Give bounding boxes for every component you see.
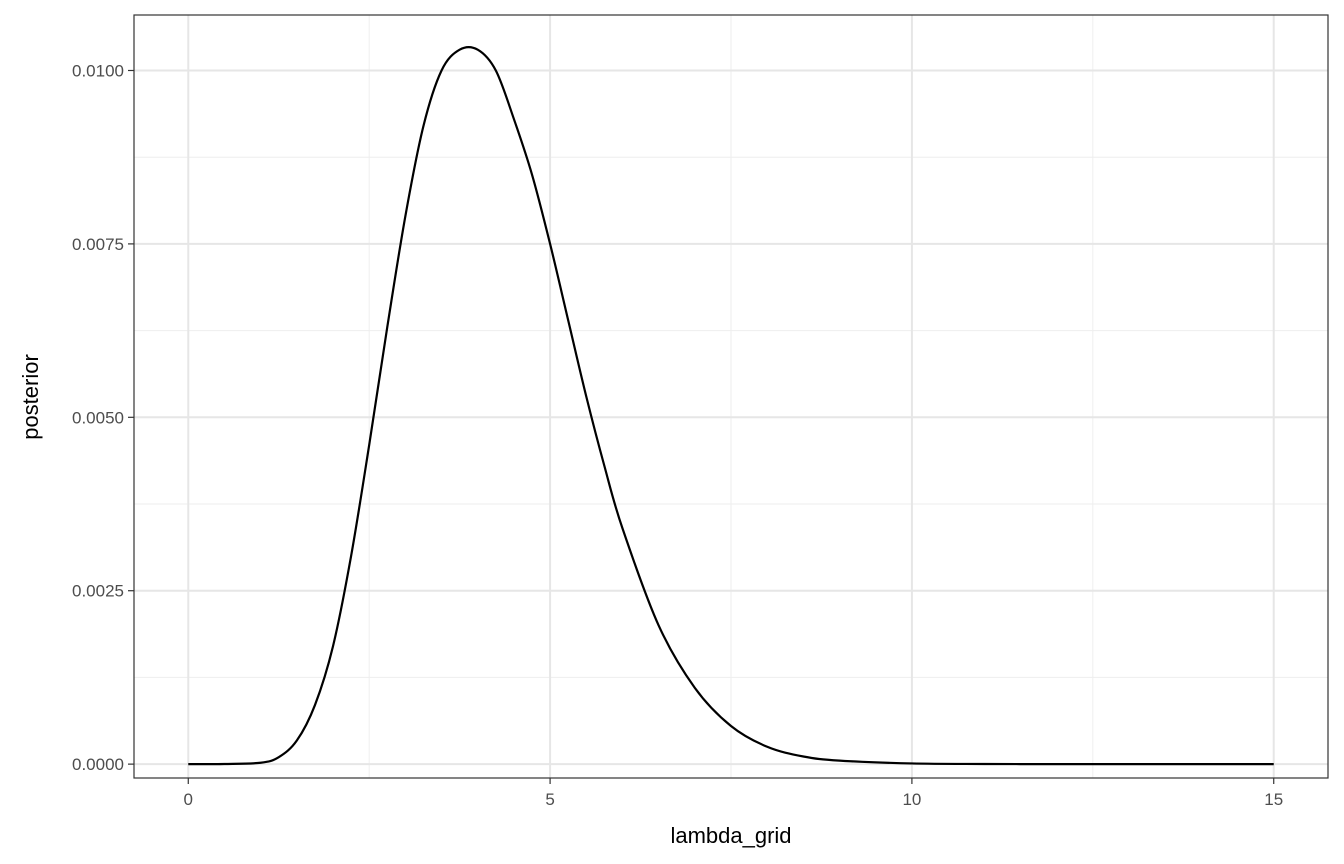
y-axis-title: posterior (18, 354, 43, 440)
x-tick-label: 10 (902, 790, 921, 809)
y-tick-label: 0.0025 (72, 582, 124, 601)
x-tick-label: 0 (184, 790, 193, 809)
y-tick-label: 0.0050 (72, 408, 124, 427)
x-tick-label: 5 (545, 790, 554, 809)
x-axis-title: lambda_grid (670, 823, 791, 848)
minor-gridlines (134, 15, 1328, 778)
posterior-series-line (188, 45, 1274, 766)
y-axis: 0.0000 0.0025 0.0050 0.0075 0.0100 (72, 61, 134, 774)
x-tick-label: 15 (1264, 790, 1283, 809)
y-tick-label: 0.0100 (72, 61, 124, 80)
series-layer (188, 45, 1274, 766)
y-tick-label: 0.0000 (72, 755, 124, 774)
x-axis: 0 5 10 15 (184, 778, 1283, 809)
y-tick-label: 0.0075 (72, 235, 124, 254)
major-gridlines (134, 15, 1328, 778)
plot-panel-border (133, 14, 1329, 779)
